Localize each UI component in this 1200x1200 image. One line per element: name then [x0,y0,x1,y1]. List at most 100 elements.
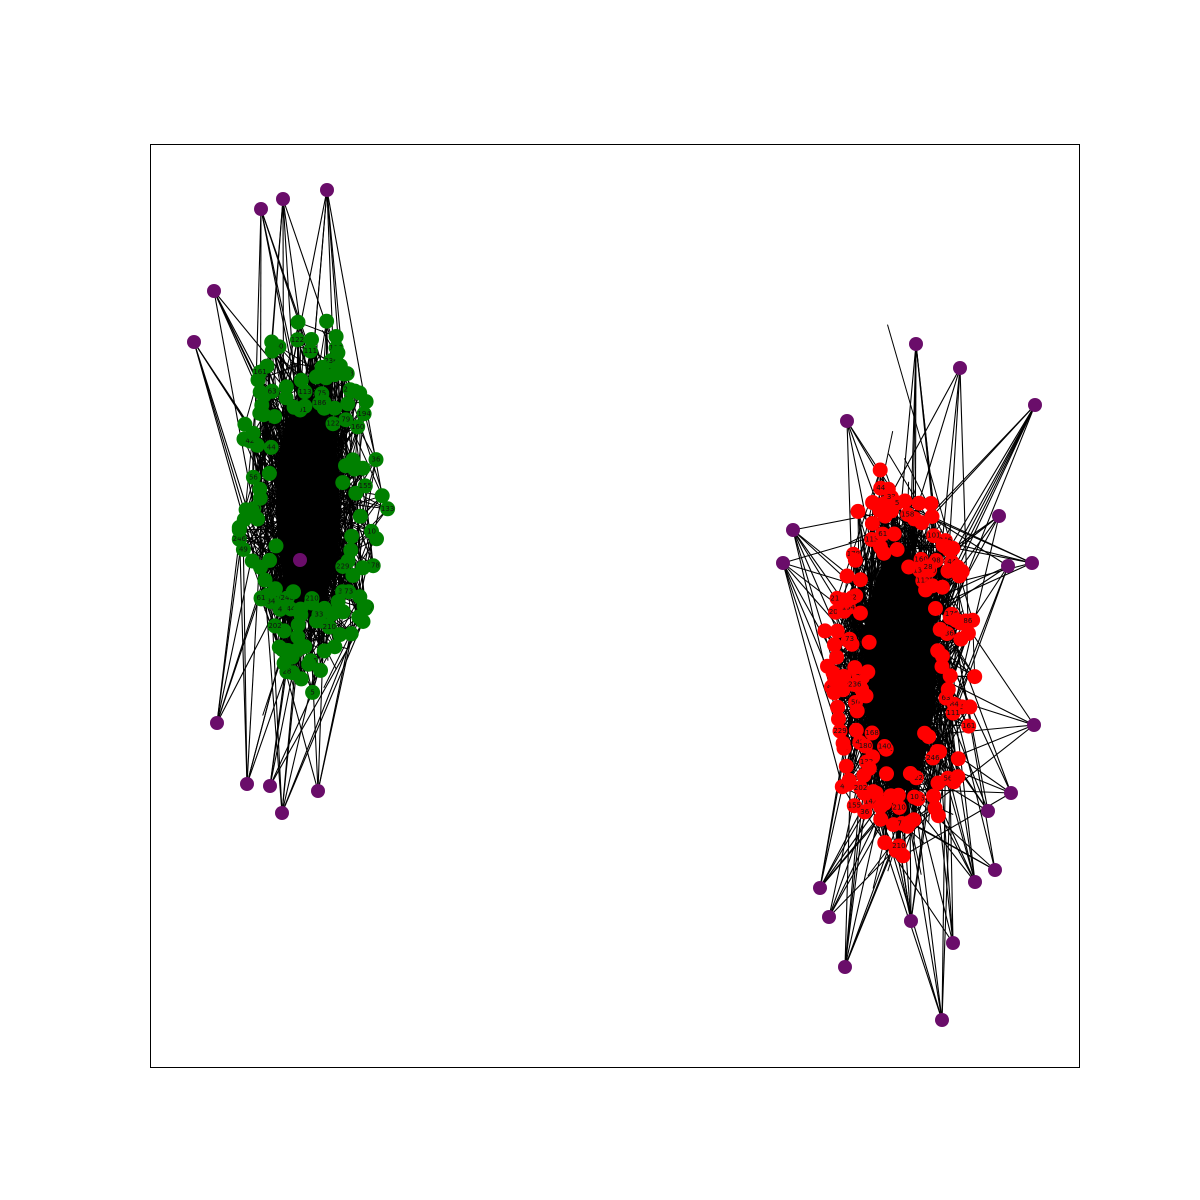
edge [213,290,366,609]
node-marker [252,384,268,400]
node-marker [877,795,893,811]
node-marker [293,607,309,623]
node-marker [254,397,270,413]
node-marker [873,480,889,496]
node-marker [305,684,321,700]
node-marker [252,364,268,380]
node-label: 186 [313,399,327,407]
node-label: 4 [840,783,845,791]
graph-node-left [327,400,343,416]
node-marker [889,542,905,557]
edge [213,290,354,461]
node-marker [906,789,922,805]
node-marker [327,400,343,416]
graph-node-right [877,835,893,851]
outer-node [311,784,325,798]
graph-node-left: 44 [263,439,279,455]
graph-node-right [886,526,902,542]
graph-node-left [352,508,368,524]
outer-node [1004,786,1018,800]
edge [319,429,366,487]
graph-node-right [934,579,950,595]
graph-node-right [879,766,894,782]
node-label: 202 [854,784,867,792]
graph-node-right [838,593,854,608]
node-marker [906,812,922,828]
graph-node-right: 10 [906,789,922,805]
graph-node-left: 73 [341,584,357,600]
graph-node-left: 155 [357,478,373,494]
edge [860,579,908,613]
node-marker [838,758,854,774]
node-marker [364,523,379,539]
node-marker [335,559,351,574]
graph-node-left [356,598,372,614]
graph-node-left [343,626,359,642]
node-marker [338,412,354,428]
graph-node-left [330,345,346,361]
graph-node-right [911,495,927,511]
node-marker [835,735,851,751]
outer-node [254,202,268,216]
node-marker [257,572,273,588]
node-marker [261,465,277,481]
node-marker [923,496,939,511]
node-marker [849,703,865,719]
node-marker [264,383,280,399]
graph-node-left [328,329,344,344]
node-label: 10 [367,527,376,535]
node-marker [267,618,283,634]
edge [263,395,301,561]
graph-node-right [873,811,889,827]
edge [828,518,916,918]
node-label: 161 [962,722,975,730]
graph-node-right: 28 [920,559,936,575]
node-label: 213 [830,594,843,602]
node-marker [304,591,320,607]
node-label: 56 [943,774,952,782]
node-marker [864,725,880,741]
edge [282,198,339,602]
graph-node-right [921,729,937,745]
graph-node-left: 202 [267,618,283,634]
node-marker [267,409,283,425]
graph-node-left [355,614,371,629]
node-marker [343,542,359,558]
node-marker [842,631,858,647]
graph-node-left: 229 [335,559,351,574]
node-layer: 2362071131121221381601785075229493642101… [187,183,1042,1027]
edge [238,527,248,785]
node-marker [278,379,294,395]
node-marker [928,601,943,616]
node-label: 140 [878,743,891,751]
node-marker [245,469,261,485]
graph-node-left [308,369,324,385]
graph-node-right [901,559,917,575]
node-label: 84 [950,700,959,708]
graph-node-right [839,568,855,584]
node-marker [830,699,846,715]
graph-node-right [849,703,865,719]
node-marker [901,559,917,575]
node-label: 246 [281,594,295,602]
edge [317,608,325,792]
node-marker [889,495,905,511]
node-marker [891,800,907,815]
graph-node-left [335,475,351,491]
node-marker [321,619,337,635]
graph-node-left [293,372,309,388]
graph-node-right [945,540,961,556]
node-marker [852,605,868,621]
graph-node-left: 161 [252,364,268,380]
node-label: 50 [275,343,284,351]
node-marker [355,614,371,629]
graph-node-right: 210 [891,800,907,815]
graph-node-left [253,559,268,575]
node-marker [311,607,327,622]
graph-node-left [293,671,309,687]
graph-node-right: 236 [847,677,863,693]
node-marker [290,642,305,658]
edge [269,692,314,787]
graph-node-left [254,397,270,413]
